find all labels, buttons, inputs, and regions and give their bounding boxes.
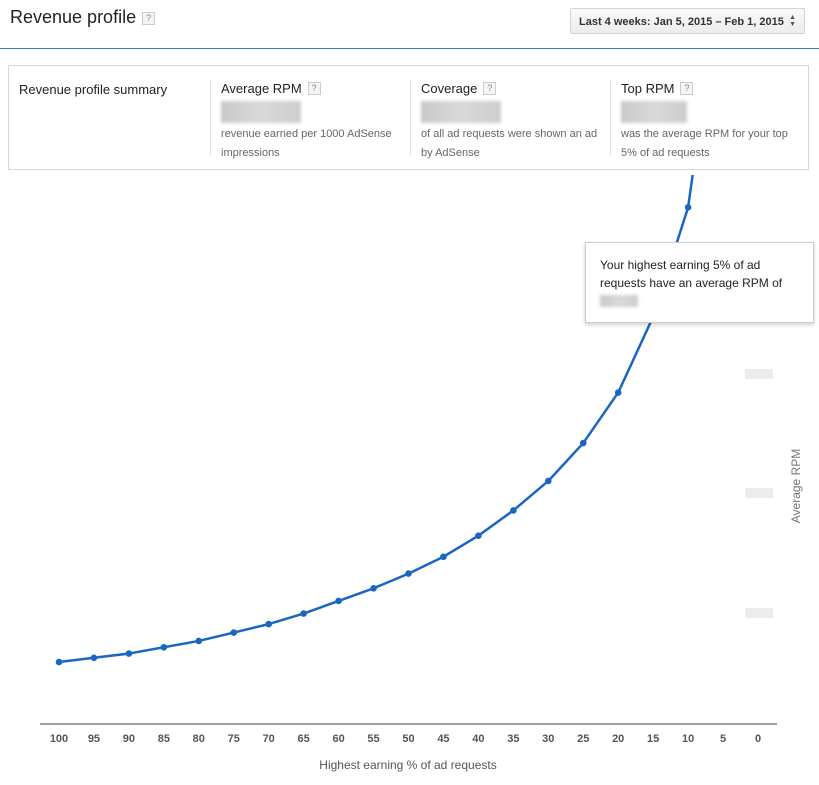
redacted-value: [621, 101, 687, 123]
revenue-profile-chart[interactable]: 100 95 90 85 80 75 70 65 60 55 50 45 40 35 30 25 20 15 10 5…: [0, 175, 819, 785]
data-point[interactable]: [510, 507, 517, 514]
redacted-value: [600, 295, 638, 307]
metric-top-rpm: Top RPM? was the average RPM for your to…: [610, 80, 805, 159]
x-tick-label: 5: [720, 733, 726, 745]
data-point[interactable]: [440, 553, 447, 561]
x-tick-label: 0: [755, 733, 761, 745]
data-point[interactable]: [55, 658, 63, 666]
data-point[interactable]: [230, 629, 238, 636]
chart-tooltip: Your highest earning 5% of ad requests h…: [585, 242, 814, 323]
x-tick-label: 20: [612, 733, 624, 745]
page-title-text: Revenue profile: [10, 7, 137, 27]
metric-description-line: of all ad requests were shown an ad: [421, 128, 598, 140]
x-tick-label: 45: [437, 733, 449, 745]
metric-name: Coverage: [421, 81, 478, 96]
x-tick-label: 10: [682, 733, 694, 745]
data-point[interactable]: [335, 597, 342, 605]
x-tick-label: 15: [647, 733, 659, 745]
date-range-picker[interactable]: Last 4 weeks: Jan 5, 2015 – Feb 1, 2015 …: [570, 8, 805, 34]
data-point[interactable]: [370, 585, 377, 592]
help-icon[interactable]: ?: [483, 82, 497, 96]
metric-description-line: by AdSense: [421, 147, 480, 159]
x-tick-label: 25: [577, 733, 589, 745]
redacted-value: [221, 101, 301, 123]
x-tick-label: 85: [158, 733, 170, 745]
metric-description-line: revenue earned per 1000 AdSense: [221, 128, 392, 140]
data-point[interactable]: [195, 637, 203, 645]
x-tick-label: 70: [263, 733, 275, 745]
up-down-arrows-icon: ▲ ▼: [789, 14, 796, 28]
x-tick-label: 60: [332, 733, 344, 745]
metric-name: Average RPM: [221, 81, 302, 96]
x-tick-label: 75: [228, 733, 240, 745]
summary-panel: Revenue profile summary Average RPM? rev…: [8, 65, 809, 170]
data-point[interactable]: [475, 532, 482, 539]
metric-description-line: was the average RPM for your top: [621, 128, 788, 140]
header-divider: [0, 48, 819, 49]
y-tick-label-redacted: [745, 608, 773, 618]
x-tick-label: 30: [542, 733, 554, 745]
y-tick-label-redacted: [745, 369, 773, 379]
x-tick-label: 40: [472, 733, 484, 745]
data-point[interactable]: [405, 570, 412, 577]
data-point[interactable]: [684, 204, 692, 211]
metric-description: of all ad requests were shown an ad by A…: [421, 125, 610, 163]
date-range-label: Last 4 weeks: Jan 5, 2015 – Feb 1, 2015: [579, 16, 784, 28]
data-point[interactable]: [265, 620, 273, 628]
x-tick-label: 80: [193, 733, 205, 745]
series-line: [58, 175, 694, 664]
data-point[interactable]: [160, 643, 168, 651]
metric-name: Top RPM: [621, 81, 675, 96]
redacted-value: [421, 101, 501, 123]
data-point[interactable]: [125, 650, 133, 657]
summary-title: Revenue profile summary: [19, 82, 168, 97]
x-tick-label: 100: [50, 733, 68, 745]
metric-coverage: Coverage? of all ad requests were shown …: [410, 80, 610, 159]
metric-description: revenue earned per 1000 AdSense impressi…: [221, 125, 410, 163]
x-tick-label: 35: [507, 733, 519, 745]
data-point[interactable]: [545, 477, 552, 485]
page-title: Revenue profile?: [10, 7, 156, 28]
metric-average-rpm: Average RPM? revenue earned per 1000 AdS…: [210, 80, 410, 159]
x-tick-label: 55: [367, 733, 379, 745]
tooltip-line: requests have an average RPM of: [600, 276, 783, 290]
x-tick-label: 65: [298, 733, 310, 745]
help-icon[interactable]: ?: [307, 82, 321, 96]
help-icon[interactable]: ?: [142, 11, 156, 25]
tooltip-line: Your highest earning 5% of ad: [600, 258, 761, 272]
data-point[interactable]: [579, 439, 587, 447]
metric-description: was the average RPM for your top 5% of a…: [621, 125, 805, 163]
x-tick-label: 95: [88, 733, 100, 745]
data-point[interactable]: [614, 389, 622, 396]
x-tick-label: 50: [402, 733, 414, 745]
data-point[interactable]: [300, 610, 307, 617]
data-point[interactable]: [90, 654, 98, 662]
metric-description-line: 5% of ad requests: [621, 147, 710, 159]
help-icon[interactable]: ?: [680, 82, 694, 96]
y-axis-label: Average RPM: [789, 448, 803, 524]
x-tick-label: 90: [123, 733, 135, 745]
metric-description-line: impressions: [221, 147, 280, 159]
y-tick-label-redacted: [745, 488, 773, 498]
x-axis-label: Highest earning % of ad requests: [319, 758, 497, 772]
